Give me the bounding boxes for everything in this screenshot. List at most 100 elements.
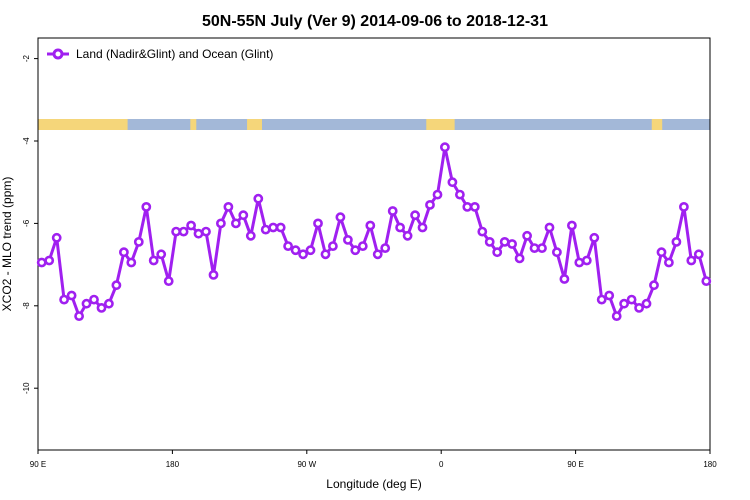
data-point [693, 249, 704, 260]
data-point [193, 228, 204, 239]
data-point [350, 245, 361, 256]
data-point [484, 236, 495, 247]
x-tick-label: 0 [439, 460, 444, 469]
data-point [469, 201, 480, 212]
data-point [686, 255, 697, 266]
data-point [432, 189, 443, 200]
data-point [589, 232, 600, 243]
data-point [313, 218, 323, 229]
data-point [649, 280, 659, 291]
data-point [402, 230, 413, 241]
series-points [36, 142, 712, 321]
data-point [148, 255, 159, 266]
data-point [552, 247, 562, 258]
data-point [365, 220, 376, 231]
y-tick-label: -2 [22, 54, 31, 62]
ocean-segment [454, 119, 652, 130]
data-point [679, 201, 689, 212]
x-tick-label: 90 E [567, 460, 583, 469]
data-point [335, 212, 346, 223]
data-point [111, 280, 122, 291]
x-tick-label: 180 [703, 460, 717, 469]
plot-area [37, 37, 711, 451]
data-point [626, 294, 637, 305]
data-point [320, 249, 331, 260]
series-line [41, 145, 708, 318]
data-point [611, 311, 622, 321]
data-point [186, 220, 196, 231]
data-point [268, 222, 279, 233]
y-tick-label: -10 [22, 382, 31, 394]
y-tick-label: -4 [22, 137, 31, 145]
y-tick-label: -8 [22, 302, 31, 310]
data-point [163, 276, 174, 286]
data-point [126, 257, 137, 268]
data-point [656, 247, 667, 258]
data-point [664, 257, 674, 268]
data-point [178, 226, 189, 237]
x-axis: 90 E 180 90 W 0 90 E 180 [30, 450, 717, 469]
data-point [253, 193, 264, 204]
x-tick-label: 90 W [297, 460, 316, 469]
data-point [522, 230, 532, 241]
data-point [74, 311, 84, 321]
data-point [596, 294, 607, 305]
y-tick-label: -6 [22, 219, 31, 227]
data-point [215, 218, 226, 229]
data-point [372, 249, 383, 260]
data-point [89, 294, 99, 305]
data-point [141, 201, 152, 212]
data-point [507, 239, 517, 249]
data-point [454, 189, 465, 200]
data-point [59, 294, 69, 305]
data-point [477, 226, 488, 237]
data-point [581, 255, 592, 266]
data-point [290, 245, 301, 256]
y-axis-label: XCO2 - MLO trend (ppm) [0, 177, 14, 312]
data-point [439, 142, 450, 153]
data-point [230, 218, 241, 229]
data-point [619, 298, 629, 309]
data-point [275, 222, 286, 233]
data-point [380, 243, 391, 253]
data-point [567, 220, 577, 231]
data-point [492, 247, 503, 258]
x-tick-label: 180 [166, 460, 180, 469]
data-point [410, 210, 420, 221]
data-point [447, 177, 458, 188]
data-point [671, 236, 682, 247]
data-point [701, 276, 712, 286]
data-point [44, 255, 55, 266]
data-point [51, 232, 62, 243]
data-point [238, 210, 249, 221]
data-point [641, 298, 652, 309]
data-point [342, 234, 353, 245]
ocean-segment [262, 119, 427, 130]
data-point [425, 199, 435, 210]
data-point [327, 241, 338, 251]
land-ocean-strip [38, 119, 710, 130]
data-point [96, 302, 107, 313]
data-point [208, 269, 219, 280]
data-point [119, 247, 129, 258]
x-tick-label: 90 E [30, 460, 46, 469]
data-point [260, 224, 271, 235]
data-point [245, 230, 256, 241]
data-point [305, 245, 316, 256]
data-point [559, 274, 570, 284]
data-point [171, 226, 181, 237]
data-point [417, 222, 428, 233]
legend-marker-swatch [52, 48, 64, 60]
data-point [298, 249, 308, 260]
data-point [604, 290, 615, 301]
legend: Land (Nadir&Glint) and Ocean (Glint) [47, 47, 273, 61]
data-point [529, 243, 540, 253]
data-point [66, 290, 77, 301]
data-point [395, 222, 405, 233]
ocean-segment [127, 119, 191, 130]
data-point [133, 236, 144, 247]
data-point [544, 222, 555, 233]
data-point [81, 298, 92, 309]
